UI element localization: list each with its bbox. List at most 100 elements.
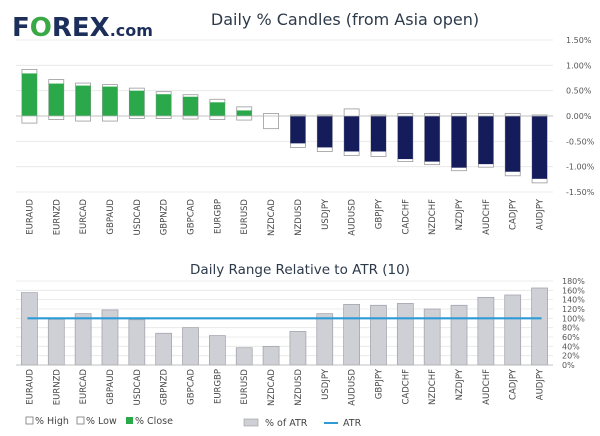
x-tick-label: NZDCHF	[428, 199, 438, 235]
x-tick-label: AUDJPY	[536, 198, 546, 230]
x-tick-label: EURUSD	[240, 199, 250, 235]
x-tick-label: USDCAD	[133, 199, 143, 236]
candle-usdcad	[128, 87, 145, 119]
candle-close-bar	[48, 83, 64, 116]
x-tick-label: EURGBP	[213, 369, 223, 404]
candle-gbpnzd	[155, 91, 172, 119]
x-tick-label: CADCHF	[401, 369, 411, 405]
candle-close-bar	[156, 94, 172, 116]
y-tick-label: 180%	[562, 277, 585, 286]
candle-legend: % High % Low % Close	[25, 416, 173, 427]
candle-cadchf	[397, 113, 414, 163]
candle-audchf	[477, 113, 494, 168]
atr-chart-bars	[16, 287, 553, 366]
x-tick-label: NZDCHF	[428, 369, 438, 405]
atr-bar-audjpy	[531, 287, 548, 366]
atr-bar-gbpcad	[182, 327, 199, 366]
candle-eurnzd	[48, 79, 65, 120]
candle-audusd	[343, 108, 360, 156]
x-tick-label: GBPJPY	[374, 198, 384, 229]
legend-pct-atr-swatch	[243, 418, 259, 427]
x-tick-label: EURAUD	[25, 199, 35, 235]
y-tick-label: 0%	[562, 361, 575, 370]
candle-close-bar	[397, 116, 413, 160]
y-tick-label: -0.50%	[566, 137, 595, 146]
x-tick-label: CADJPY	[509, 198, 519, 230]
y-tick-label: 1.00%	[566, 61, 592, 70]
candle-audjpy	[531, 114, 548, 184]
x-tick-label: GBPNZD	[160, 199, 170, 236]
atr-bar-nzdcad	[262, 345, 280, 366]
legend-pct-atr-label: % of ATR	[265, 418, 308, 429]
atr-chart-y-axis: 180%160%140%120%100%80%60%40%20%0%	[562, 277, 585, 370]
candle-chart-y-axis: 1.50% 1.00% 0.50% 0.00% -0.50% -1.00% -1.50%	[566, 36, 595, 197]
candle-close-bar	[21, 73, 37, 116]
x-tick-label: GBPAUD	[106, 369, 116, 405]
atr-legend: % of ATR ATR	[243, 418, 362, 429]
candle-close-bar	[236, 110, 252, 116]
candle-gbpcad	[182, 94, 199, 120]
candle-gbpjpy	[370, 114, 387, 157]
logo-letters-rex: REX	[52, 13, 110, 43]
candle-eurcad	[75, 82, 92, 122]
y-tick-label: 20%	[562, 352, 580, 361]
x-tick-label: NZDCAD	[267, 369, 277, 406]
legend-low-label: % Low	[86, 416, 117, 427]
forex-logo: FOREX.com	[12, 13, 153, 43]
legend-low-swatch	[76, 416, 85, 425]
candle-nzdjpy	[451, 113, 467, 172]
x-tick-label: USDJPY	[321, 368, 331, 400]
candle-euraud	[21, 68, 38, 124]
candle-gbpaud	[102, 84, 118, 122]
legend-close-label: % Close	[135, 416, 173, 427]
atr-bar-gbpnzd	[155, 332, 173, 366]
candle-close-bar	[505, 116, 521, 172]
logo-letter-o: O	[30, 13, 52, 43]
x-tick-label: AUDCHF	[482, 199, 492, 235]
svg-text:FOREX.com: FOREX.com	[12, 13, 153, 43]
logo-letter-f: F	[12, 13, 30, 43]
atr-bar-eurnzd	[47, 318, 65, 366]
y-tick-label: 160%	[562, 286, 585, 295]
candle-close-bar	[370, 116, 386, 152]
x-tick-label: AUDJPY	[536, 368, 546, 400]
candle-close-bar	[183, 96, 199, 116]
candle-close-bar	[451, 116, 467, 168]
candle-close-bar	[209, 102, 225, 116]
y-tick-label: 140%	[562, 296, 585, 305]
x-tick-label: EURAUD	[25, 369, 35, 405]
atr-chart-title: Daily Range Relative to ATR (10)	[190, 262, 410, 278]
atr-bar-audchf	[477, 296, 495, 366]
y-tick-label: 60%	[562, 333, 580, 342]
atr-bar-usdjpy	[316, 313, 334, 366]
x-tick-label: USDCAD	[133, 369, 143, 406]
x-tick-label: NZDUSD	[294, 369, 304, 406]
candle-eurusd	[236, 106, 253, 121]
x-tick-label: GBPCAD	[187, 369, 197, 405]
candle-close-bar	[75, 85, 91, 116]
y-tick-label: 120%	[562, 305, 585, 314]
x-tick-label: GBPAUD	[106, 199, 116, 235]
candle-close-bar	[478, 116, 494, 165]
atr-bar-eurgbp	[209, 335, 226, 366]
atr-bar-eurcad	[74, 313, 92, 366]
atr-bar-nzdusd	[289, 331, 307, 366]
legend-high-swatch	[25, 416, 34, 425]
y-tick-label: 0.50%	[566, 87, 592, 96]
atr-chart-x-axis: EURAUD EURNZD EURCAD GBPAUD USDCAD GBPNZD GBPC…	[25, 368, 545, 406]
x-tick-label: EURCAD	[79, 199, 89, 235]
x-tick-label: NZDCAD	[267, 199, 277, 236]
x-tick-label: NZDUSD	[294, 199, 304, 236]
candle-close-bar	[317, 116, 333, 148]
atr-bar-euraud	[21, 292, 38, 366]
x-tick-label: NZDJPY	[455, 198, 465, 230]
atr-bar-cadchf	[396, 303, 414, 366]
y-tick-label: 80%	[562, 324, 580, 333]
candle-close-bar	[532, 116, 548, 179]
candle-close-bar	[344, 116, 360, 152]
x-tick-label: EURUSD	[240, 369, 250, 405]
x-tick-label: NZDJPY	[455, 368, 465, 400]
candle-close-bar	[424, 116, 440, 162]
x-tick-label: EURCAD	[79, 369, 89, 405]
